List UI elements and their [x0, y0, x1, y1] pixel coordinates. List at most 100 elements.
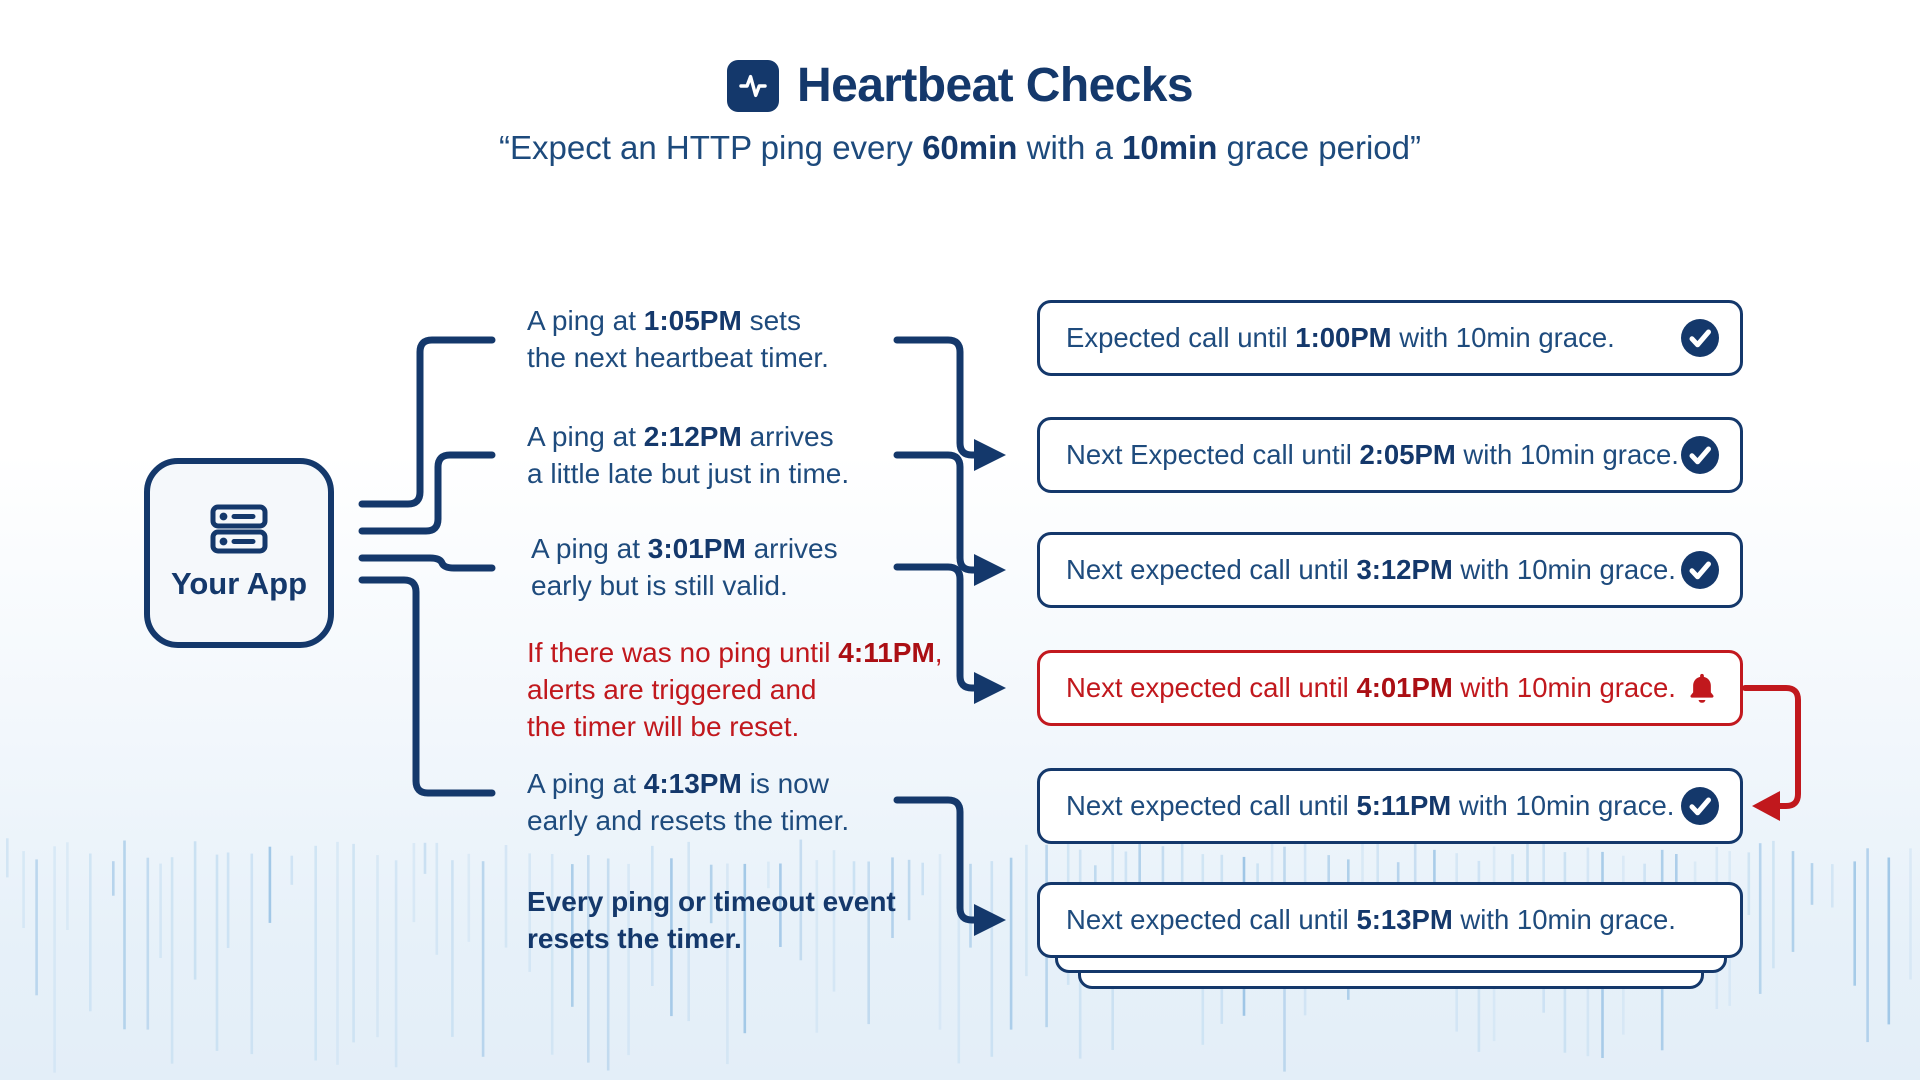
emphasized-text: 4:01PM [1356, 672, 1453, 703]
text-segment: Next expected call until [1066, 904, 1357, 935]
waveform-bar [250, 853, 254, 1055]
waveform-bar [832, 850, 836, 992]
text-segment: , [934, 637, 943, 668]
waveform-bar [1866, 848, 1869, 1043]
emphasized-text: 10min [1122, 129, 1218, 166]
status-text: Next expected call until 4:01PM with 10m… [1066, 672, 1676, 704]
waveform-bar [606, 858, 610, 1071]
waveform-bar [907, 859, 911, 921]
annotation-line: the timer will be reset. [527, 708, 943, 745]
connector-annotation-2-to-box-3 [893, 451, 980, 574]
title-row: Heartbeat Checks [0, 58, 1920, 113]
arrowhead-box-5 [1752, 791, 1780, 821]
waveform-bar [957, 858, 961, 1064]
annotation-line: A ping at 4:13PM is now [527, 765, 849, 802]
waveform-bar [779, 863, 782, 947]
waveform-bar [35, 859, 38, 996]
waveform-bar [467, 853, 471, 942]
text-segment: a little late but just in time. [527, 458, 850, 489]
waveform-bar [504, 845, 508, 948]
text-segment: early but is still valid. [531, 570, 788, 601]
waveform-bar [1747, 852, 1751, 915]
connector-app-to-annotation-5 [358, 576, 496, 797]
waveform-bar [1758, 843, 1762, 994]
waveform-bar [571, 864, 574, 1007]
status-box-2: Next Expected call until 2:05PM with 10m… [1037, 417, 1743, 493]
emphasized-text: 60min [922, 129, 1018, 166]
text-segment: A ping at [527, 421, 644, 452]
connector-annotation-5-to-box-6 [893, 796, 980, 924]
emphasized-text: 3:12PM [1356, 554, 1453, 585]
waveform-bar [867, 861, 870, 1025]
page-title: Heartbeat Checks [797, 59, 1194, 112]
emphasized-text: 5:11PM [1356, 790, 1452, 821]
annotation-line: the next heartbeat timer. [527, 339, 829, 376]
waveform-bar [938, 854, 942, 1030]
waveform-bar [423, 842, 427, 874]
check-circle-icon [1680, 550, 1720, 590]
your-app-box: Your App [144, 458, 334, 648]
waveform-bar [1025, 844, 1028, 977]
waveform-bar [112, 861, 115, 896]
emphasized-text: resets the timer. [527, 923, 742, 954]
text-segment: grace period” [1217, 129, 1421, 166]
waveform-bar [969, 863, 972, 948]
emphasized-text: 4:13PM [643, 768, 742, 799]
arrowhead-box-6 [974, 904, 1006, 936]
annotation-line: early and resets the timer. [527, 802, 849, 839]
waveform-bar [123, 840, 126, 1030]
waveform-bar [815, 860, 819, 1033]
waveform-bar [268, 846, 272, 923]
annotation-1: A ping at 1:05PM sets the next heartbeat … [527, 302, 829, 376]
arrowhead-box-4 [974, 672, 1006, 704]
connector-app-to-annotation-2 [358, 451, 496, 535]
text-segment: is now [741, 768, 829, 799]
text-segment: A ping at [531, 533, 648, 564]
waveform-bar [89, 853, 92, 1012]
waveform-bar [193, 841, 197, 980]
text-segment: the timer will be reset. [527, 711, 800, 742]
waveform-bar [394, 860, 398, 1068]
connector-app-to-annotation-1 [358, 336, 496, 508]
connector-annotation-3-to-box-4 [893, 563, 980, 692]
text-segment: A ping at [527, 768, 644, 799]
status-box-4: Next expected call until 4:01PM with 10m… [1037, 650, 1743, 726]
connectors [358, 336, 980, 924]
waveform-bar [66, 842, 69, 930]
annotation-6: Every ping or timeout event resets the ti… [527, 883, 896, 957]
text-segment: “Expect an HTTP ping every [499, 129, 923, 166]
waveform-bar [1853, 861, 1856, 986]
annotation-line: A ping at 2:12PM arrives [527, 418, 849, 455]
waveform-bar [587, 855, 590, 1063]
annotation-line: alerts are triggered and [527, 671, 943, 708]
emphasized-text: 2:05PM [1359, 439, 1456, 470]
waveform-bar [352, 843, 355, 1043]
waveform-bar [799, 839, 803, 961]
waveform-bar [435, 842, 439, 955]
status-text: Next expected call until 3:12PM with 10m… [1066, 554, 1676, 586]
text-segment: Next expected call until [1066, 790, 1357, 821]
annotation-5: A ping at 4:13PM is now early and resets … [527, 765, 849, 839]
your-app-label: Your App [170, 566, 308, 601]
emphasized-text: 5:13PM [1356, 904, 1453, 935]
emphasized-text: 4:11PM [838, 637, 935, 668]
waveform-bar [314, 845, 317, 1061]
status-box-1: Expected call until 1:00PM with 10min gr… [1037, 300, 1743, 376]
text-segment: the next heartbeat timer. [527, 342, 829, 373]
waveform-bar [146, 857, 150, 1030]
waveform-bar [743, 863, 747, 1034]
connector-box-4-to-box-5 [1742, 685, 1801, 809]
waveform-bar [290, 855, 294, 885]
text-segment: with 10min grace. [1391, 322, 1615, 353]
waveform-bar [376, 855, 379, 1038]
waveform-bar [215, 854, 219, 1051]
waveform-bar [170, 857, 174, 1064]
status-text: Next Expected call until 2:05PM with 10m… [1066, 439, 1679, 471]
check-circle-icon [1680, 435, 1720, 475]
waveform-bar [627, 863, 630, 1056]
text-segment: sets [741, 305, 801, 336]
waveform-bar [990, 861, 994, 1057]
connector-annotation-1-to-box-2 [893, 336, 980, 459]
waveform-bar [226, 852, 230, 948]
waveform-bar [336, 841, 339, 1065]
